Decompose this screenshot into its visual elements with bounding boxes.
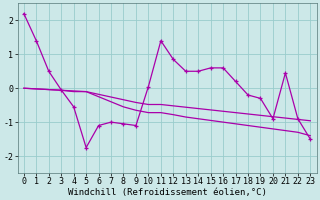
X-axis label: Windchill (Refroidissement éolien,°C): Windchill (Refroidissement éolien,°C) <box>68 188 267 197</box>
